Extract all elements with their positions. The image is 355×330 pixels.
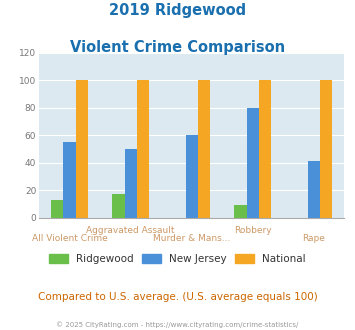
Bar [198, 80, 210, 218]
Bar [234, 205, 247, 218]
Text: Aggravated Assault: Aggravated Assault [86, 226, 175, 235]
Bar [186, 135, 198, 218]
Bar [320, 80, 332, 218]
Bar [51, 200, 64, 218]
Bar [137, 80, 149, 218]
Bar [76, 80, 88, 218]
Legend: Ridgewood, New Jersey, National: Ridgewood, New Jersey, National [45, 249, 310, 268]
Text: All Violent Crime: All Violent Crime [32, 234, 108, 243]
Bar [112, 194, 125, 218]
Text: Murder & Mans...: Murder & Mans... [153, 234, 230, 243]
Text: Rape: Rape [302, 234, 325, 243]
Text: Violent Crime Comparison: Violent Crime Comparison [70, 40, 285, 54]
Bar [64, 142, 76, 218]
Text: Compared to U.S. average. (U.S. average equals 100): Compared to U.S. average. (U.S. average … [38, 292, 317, 302]
Bar [259, 80, 271, 218]
Text: 2019 Ridgewood: 2019 Ridgewood [109, 3, 246, 18]
Text: © 2025 CityRating.com - https://www.cityrating.com/crime-statistics/: © 2025 CityRating.com - https://www.city… [56, 322, 299, 328]
Bar [247, 108, 259, 218]
Text: Robbery: Robbery [234, 226, 272, 235]
Bar [125, 149, 137, 218]
Bar [308, 161, 320, 218]
